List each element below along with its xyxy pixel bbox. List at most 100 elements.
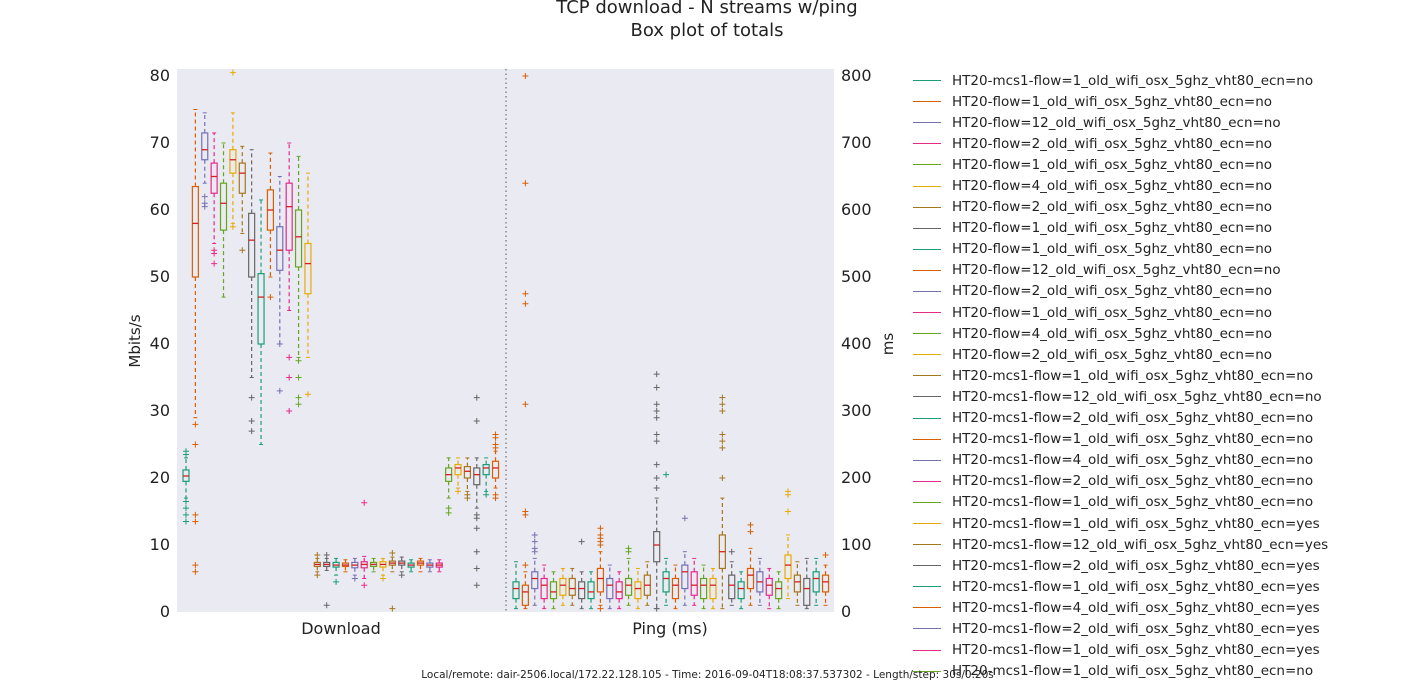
ping-outlier <box>653 414 660 421</box>
legend-item: HT20-mcs1-flow=2_old_wifi_osx_5ghz_vht80… <box>913 408 1328 429</box>
download-box-14 <box>304 172 312 398</box>
ping-iqr-box <box>690 571 698 596</box>
legend-item: HT20-mcs1-flow=1_old_wifi_osx_5ghz_vht80… <box>913 661 1328 682</box>
download-box-26 <box>416 557 425 573</box>
ping-outlier <box>522 290 529 297</box>
right-tick-label: 600 <box>841 200 872 219</box>
ping-box-20 <box>690 557 698 606</box>
ping-box-8 <box>578 538 586 610</box>
ping-iqr-box <box>775 581 783 600</box>
download-outlier <box>473 525 480 532</box>
left-axis-ticks: 0 10 20 30 40 50 60 70 80 <box>150 66 170 621</box>
legend-label: HT20-flow=2_old_wifi_osx_5ghz_vht80_ecn=… <box>952 199 1273 216</box>
download-outlier <box>201 203 208 210</box>
legend-swatch <box>913 628 941 630</box>
ping-outlier <box>522 511 529 518</box>
legend-label: HT20-mcs1-flow=1_old_wifi_osx_5ghz_vht80… <box>952 367 1314 384</box>
left-tick-label: 40 <box>150 334 170 353</box>
ping-iqr-box <box>549 581 558 600</box>
download-outlier <box>351 575 358 582</box>
download-iqr-box <box>191 185 199 278</box>
download-outlier <box>295 357 302 364</box>
download-outlier <box>473 515 480 522</box>
download-box-3 <box>201 112 209 210</box>
download-outlier <box>286 408 293 414</box>
chart-subtitle: Box plot of totals <box>630 20 784 41</box>
download-box-16 <box>323 552 331 609</box>
legend-item: HT20-mcs1-flow=2_old_wifi_osx_5ghz_vht80… <box>913 471 1328 492</box>
ping-outlier <box>653 485 660 492</box>
legend-label: HT20-flow=4_old_wifi_osx_5ghz_vht80_ecn=… <box>952 178 1273 195</box>
download-outlier <box>492 495 499 502</box>
ping-iqr-box <box>765 577 773 596</box>
ping-box-19 <box>681 515 689 606</box>
download-outlier <box>192 421 199 428</box>
legend-item: HT20-flow=1_old_wifi_osx_5ghz_vht80_ecn=… <box>913 91 1328 112</box>
legend-item: HT20-mcs1-flow=1_old_wifi_osx_5ghz_vht80… <box>913 492 1328 513</box>
download-outlier <box>286 354 293 361</box>
legend-label: HT20-mcs1-flow=1_old_wifi_osx_5ghz_vht80… <box>952 431 1314 448</box>
legend-label: HT20-flow=1_old_wifi_osx_5ghz_vht80_ecn=… <box>952 304 1273 321</box>
ping-box-15 <box>643 561 651 606</box>
ping-iqr-box <box>699 577 708 600</box>
download-outlier <box>211 260 218 267</box>
ping-box-18 <box>671 564 680 610</box>
download-iqr-box <box>473 467 481 486</box>
ping-box-1 <box>512 561 520 610</box>
ping-box-11 <box>606 564 614 610</box>
download-box-19 <box>351 557 359 582</box>
download-outlier <box>304 391 311 398</box>
download-box-10 <box>266 152 275 301</box>
ping-iqr-box <box>793 574 802 593</box>
legend-swatch <box>913 396 941 398</box>
download-iqr-box <box>201 132 209 161</box>
ping-outlier <box>653 438 660 445</box>
legend-item: HT20-mcs1-flow=1_old_wifi_osx_5ghz_vht80… <box>913 576 1328 597</box>
x-category-download: Download <box>301 619 381 638</box>
legend-item: HT20-mcs1-flow=1_old_wifi_osx_5ghz_vht80… <box>913 365 1328 386</box>
download-box-29 <box>445 457 453 516</box>
legend-swatch <box>913 122 941 124</box>
ping-outlier <box>681 515 688 522</box>
ping-outlier <box>653 371 660 378</box>
right-tick-label: 800 <box>841 66 872 85</box>
legend-swatch <box>913 438 941 440</box>
download-iqr-box <box>304 242 312 295</box>
legend-swatch <box>913 312 941 314</box>
right-axis-label: ms <box>879 333 897 356</box>
download-outlier <box>211 250 218 257</box>
ping-outlier <box>728 548 735 555</box>
legend-swatch <box>913 269 941 271</box>
ping-iqr-box <box>746 567 755 590</box>
ping-box-30 <box>784 488 792 600</box>
legend-swatch <box>913 206 941 208</box>
download-box-24 <box>398 556 406 579</box>
left-tick-label: 50 <box>150 267 170 286</box>
ping-iqr-box <box>568 577 576 596</box>
ping-iqr-box <box>812 571 820 593</box>
ping-outlier <box>785 491 792 498</box>
ping-iqr-box <box>671 577 680 600</box>
ping-iqr-box <box>821 574 830 593</box>
ping-outlier <box>747 521 754 528</box>
download-outlier <box>483 491 490 498</box>
download-box-13 <box>294 155 303 408</box>
left-axis-label: Mbits/s <box>126 314 144 367</box>
download-outlier <box>389 550 396 557</box>
legend-swatch <box>913 670 941 672</box>
legend-item: HT20-flow=2_old_wifi_osx_5ghz_vht80_ecn=… <box>913 133 1328 154</box>
download-box-28 <box>435 559 443 573</box>
legend-item: HT20-flow=2_old_wifi_osx_5ghz_vht80_ecn=… <box>913 344 1328 365</box>
ping-outlier <box>653 401 660 408</box>
download-outlier <box>276 341 283 347</box>
download-box-8 <box>248 149 256 435</box>
download-box-31 <box>463 457 471 502</box>
download-iqr-box <box>491 460 500 479</box>
legend-swatch <box>913 523 941 525</box>
left-tick-label: 80 <box>150 66 170 85</box>
download-outlier <box>361 582 368 589</box>
download-outlier <box>389 605 396 612</box>
legend-swatch <box>913 649 941 651</box>
download-box-7 <box>238 145 246 254</box>
